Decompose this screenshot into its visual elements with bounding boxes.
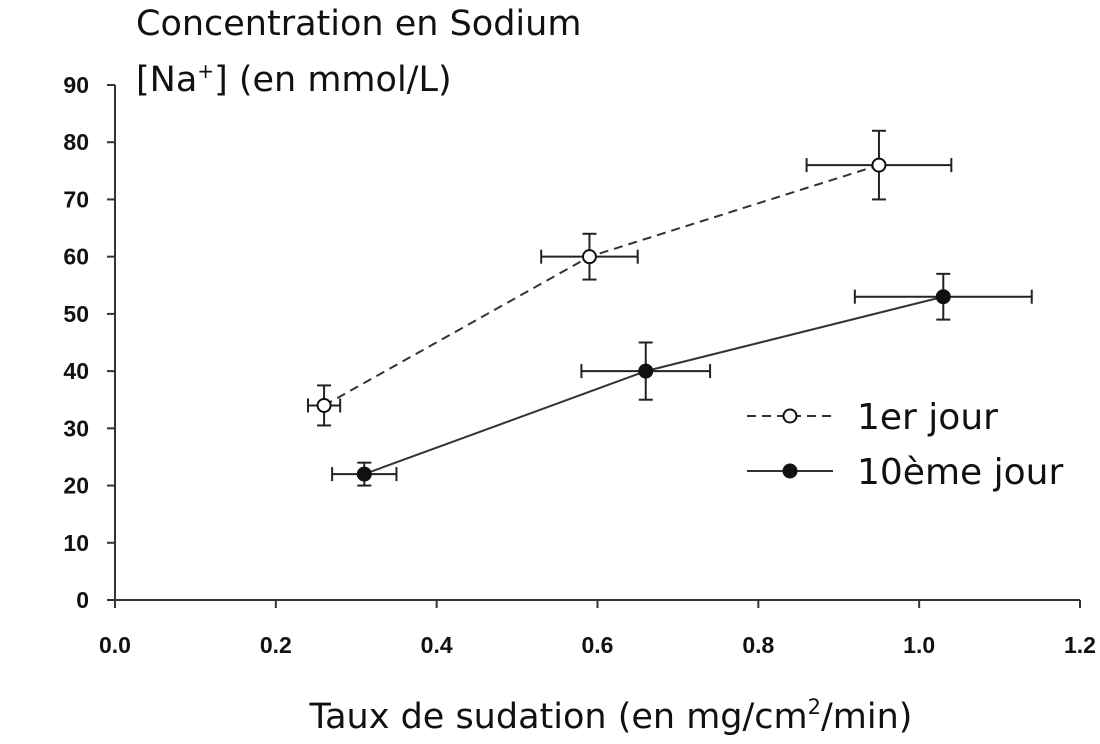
y-axis-title-line2-sup: + bbox=[197, 59, 214, 83]
series-group bbox=[307, 129, 1033, 487]
data-point bbox=[581, 249, 597, 265]
data-point bbox=[316, 397, 332, 413]
y-axis-title-line1: Concentration en Sodium bbox=[136, 4, 581, 44]
y-tick-label: 90 bbox=[63, 72, 89, 98]
x-tick-label: 0.4 bbox=[421, 632, 453, 658]
legend-item-1: 1er jour bbox=[747, 397, 998, 438]
y-axis-title-line2-suffix: ] (en mmol/L) bbox=[214, 60, 452, 100]
series-line bbox=[363, 295, 944, 476]
series-1 bbox=[307, 129, 953, 427]
y-axis-title-line2: [Na+] (en mmol/L) bbox=[136, 59, 452, 100]
x-axis-title-prefix: Taux de sudation (en mg/cm bbox=[309, 697, 808, 737]
y-tick-label: 70 bbox=[63, 186, 89, 212]
legend-label: 1er jour bbox=[857, 397, 998, 438]
y-tick-label: 50 bbox=[63, 301, 89, 327]
series-2 bbox=[331, 272, 1033, 487]
x-tick-label: 0.0 bbox=[99, 632, 131, 658]
y-ticks: 0 10 20 30 40 50 60 70 80 90 bbox=[63, 72, 115, 613]
y-tick-label: 60 bbox=[63, 244, 89, 270]
x-tick-label: 1.0 bbox=[903, 632, 935, 658]
y-tick-label: 80 bbox=[63, 129, 89, 155]
data-point bbox=[871, 157, 887, 173]
x-tick-label: 0.8 bbox=[742, 632, 774, 658]
x-tick-label: 0.2 bbox=[260, 632, 292, 658]
legend: 1er jour 10ème jour bbox=[747, 397, 1063, 493]
y-axis-title: Concentration en Sodium [Na+] (en mmol/L… bbox=[136, 4, 581, 100]
y-tick-label: 10 bbox=[63, 530, 89, 556]
y-tick-label: 40 bbox=[63, 358, 89, 384]
legend-swatch-marker bbox=[782, 463, 798, 479]
data-point bbox=[356, 466, 372, 482]
x-axis-title-sup: 2 bbox=[808, 695, 821, 719]
x-tick-label: 0.6 bbox=[582, 632, 614, 658]
y-tick-label: 0 bbox=[76, 587, 89, 613]
data-point bbox=[638, 363, 654, 379]
legend-swatch-marker bbox=[782, 408, 798, 424]
legend-item-2: 10ème jour bbox=[747, 452, 1063, 493]
x-axis-title: Taux de sudation (en mg/cm2/min) bbox=[309, 695, 913, 737]
y-axis-title-line2-prefix: [Na bbox=[136, 60, 197, 100]
y-tick-label: 20 bbox=[63, 473, 89, 499]
y-tick-label: 30 bbox=[63, 415, 89, 441]
x-axis-title-suffix: /min) bbox=[821, 697, 912, 737]
legend-label: 10ème jour bbox=[857, 452, 1063, 493]
data-point bbox=[935, 289, 951, 305]
x-ticks: 0.0 0.2 0.4 0.6 0.8 1.0 1.2 bbox=[99, 600, 1096, 658]
series-line bbox=[323, 164, 880, 407]
x-tick-label: 1.2 bbox=[1064, 632, 1096, 658]
axes bbox=[114, 85, 1080, 601]
